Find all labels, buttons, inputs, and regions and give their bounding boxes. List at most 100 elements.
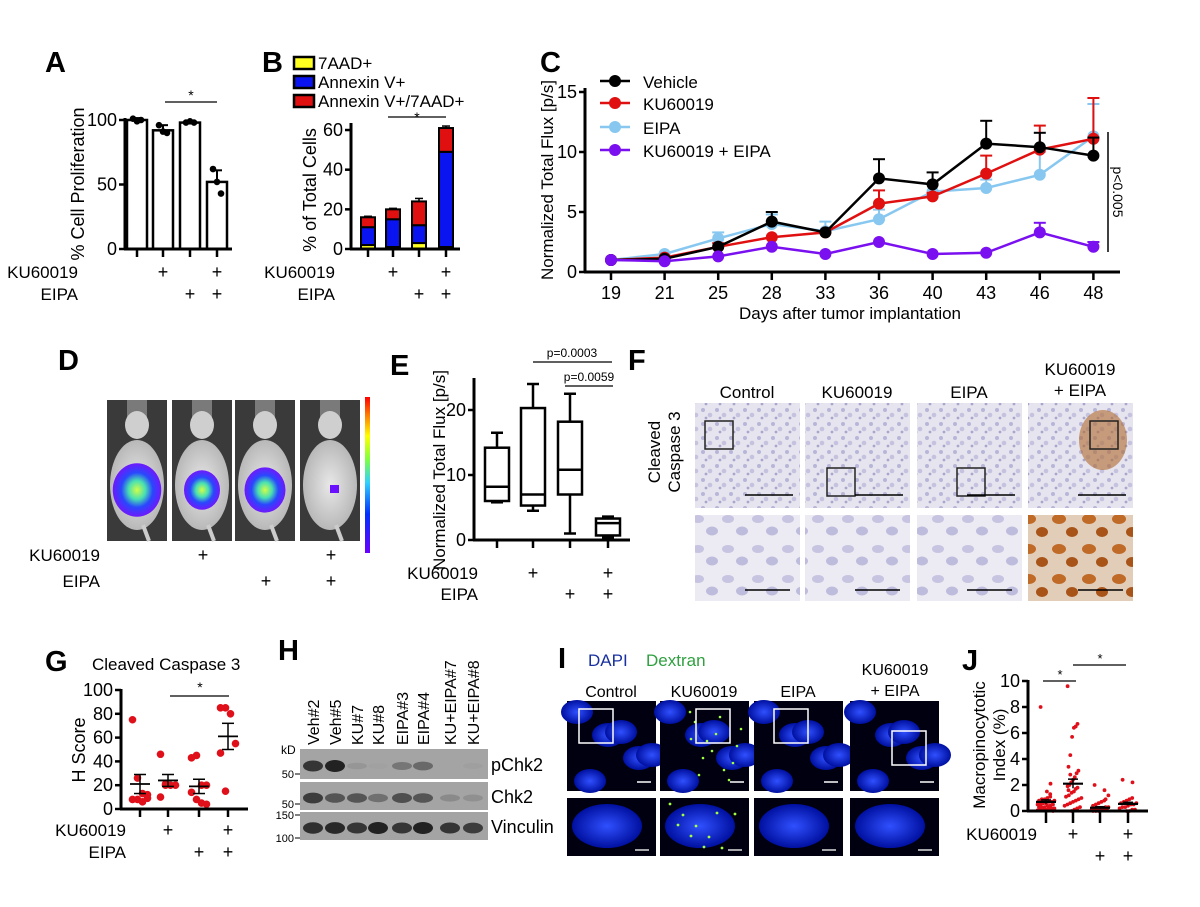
mouse-head [253,411,277,439]
dextran-puncta [707,835,711,839]
x-axis-label: Days after tumor implantation [739,304,961,323]
nucleus [698,720,730,744]
y-tick-label: 50 [97,175,117,195]
y-tick-label: 0 [103,799,113,819]
legend-marker [609,144,621,156]
dextran-puncta [702,845,706,849]
kd-label: kD [281,743,296,757]
y-axis-label: Index (%) [990,709,1009,782]
significance-star: * [197,679,203,695]
protein-band [368,822,388,834]
panel-label-d: D [58,345,79,377]
protein-band [392,822,412,834]
protein-band [440,822,460,834]
protein-band [413,793,433,803]
ku60019-plus-mark: + [528,563,539,583]
series-marker-3 [765,240,778,253]
panel-label-h: H [278,635,299,667]
stacked-segment-2 [411,200,427,227]
data-point [1120,777,1125,782]
data-point [1068,753,1073,757]
y-tick-label: 0 [333,239,343,259]
dextran-puncta [718,715,722,719]
stacked-segment-2 [385,208,401,221]
lane-label: KU#7 [350,705,367,745]
zoom-region-box [1089,420,1119,450]
band-label: pChk2 [491,755,543,775]
bar [151,129,175,251]
eipa-plus-mark: + [1095,846,1106,866]
ku60019-row-label: KU60019 [55,821,126,840]
eipa-row-label: EIPA [63,572,101,591]
data-point [221,787,230,795]
lane-label: Veh#5 [328,700,345,745]
luminescence-signal [184,470,220,510]
x-tick-label: 40 [923,283,943,303]
ihc-magnified-image [805,515,910,601]
nucleus [857,769,889,793]
eipa-row-label: EIPA [441,585,479,604]
y-tick-label: 100 [83,680,113,700]
eipa-plus-mark: + [414,284,425,304]
ihc-magnified-image [695,515,800,601]
data-point [1048,792,1053,796]
y-tick-label: 10 [446,465,466,485]
data-point [1074,771,1079,776]
series-marker-1 [873,197,885,210]
bar [125,118,149,251]
series-marker-1 [765,231,778,244]
protein-band [392,793,412,803]
series-marker-2 [873,213,885,226]
panel-label-b: B [262,47,283,79]
legend-label: Annexin V+ [318,73,405,92]
y-tick-label: 5 [567,202,577,222]
series-marker-2 [712,232,725,245]
dextran-puncta [697,773,701,777]
data-point [1092,783,1097,787]
dextran-puncta [694,824,698,828]
y-tick-label: 0 [107,239,117,259]
mouse-head [318,411,342,439]
data-point [190,119,198,126]
series-marker-0 [819,226,832,239]
series-marker-3 [926,248,939,260]
series-marker-2 [1033,168,1046,181]
series-marker-0 [980,137,993,150]
eipa-plus-mark: + [441,284,452,304]
data-point [137,116,145,124]
y-axis-label: H Score [69,717,89,782]
ku60019-plus-mark: + [603,563,614,583]
eipa-plus-mark: + [565,584,576,604]
data-point [1102,788,1107,793]
series-marker-3 [658,255,671,268]
stacked-segment-1 [438,150,454,249]
data-point [1064,794,1068,799]
series-line-3 [610,231,1094,263]
box [483,446,511,503]
protein-band [347,793,367,803]
series-marker-3 [1033,226,1046,239]
data-point [1066,764,1071,769]
ku60019-plus-mark: + [388,262,399,282]
y-tick-label: 0 [456,530,466,550]
dextran-puncta [733,812,737,816]
y-tick-label: 40 [93,751,113,771]
stain-label-dapi: DAPI [588,651,628,670]
y-tick-label: 60 [93,728,113,748]
data-point [1070,735,1074,739]
data-point [1066,788,1071,793]
stacked-segment-1 [360,226,376,247]
y-tick-label: 15 [557,82,577,102]
protein-band [325,793,345,803]
nucleus [759,804,829,848]
x-tick-label: 36 [869,283,889,303]
stacked-segment-2 [438,127,454,153]
legend-swatch-aad [292,55,316,71]
series-marker-0 [765,215,778,228]
nucleus [888,720,920,744]
mouse-image [235,400,295,542]
series-line-0 [610,142,1094,262]
colorbar [365,397,370,553]
legend-marker [609,97,621,109]
